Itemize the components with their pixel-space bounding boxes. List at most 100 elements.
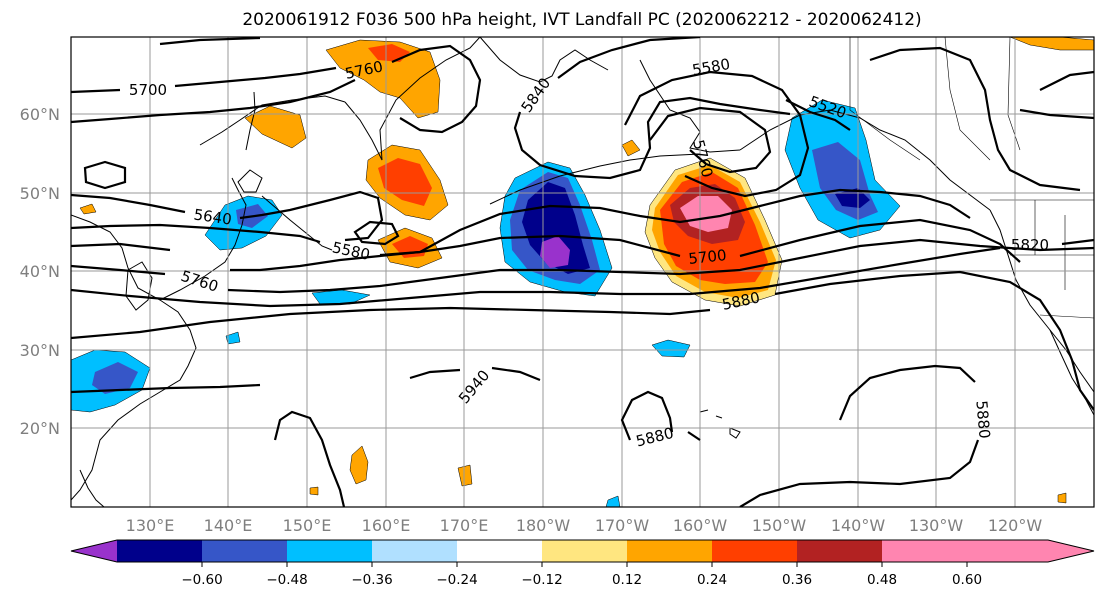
lon-label-160e: 160°E: [362, 516, 411, 535]
ivt-positive-okhotsk: [325, 39, 441, 119]
ivt-positive-arctic: [1009, 37, 1094, 51]
coast-hawaii: [699, 409, 741, 439]
lat-label-30n: 30°N: [20, 341, 60, 360]
latitude-labels: 60°N 50°N 40°N 30°N 20°N: [20, 105, 60, 438]
contour-5520-low: [649, 99, 851, 174]
ivt-negative-date-line-max: [540, 236, 570, 268]
contour-5880-low: [620, 390, 701, 441]
lat-label-40n: 40°N: [20, 262, 60, 281]
colorbar-label-7: 0.24: [697, 572, 727, 588]
ivt-positive-tropics-b: [457, 464, 473, 487]
coast-okhotsk: [199, 95, 346, 146]
contour-5940: [71, 366, 541, 394]
contour-north-arc: [159, 37, 1094, 192]
boundary-us-mexico: [1039, 314, 1094, 319]
contour-5760-mid: [71, 238, 1094, 294]
coast-alaska-west: [639, 59, 741, 153]
boundary-alaska-canada: [849, 37, 921, 161]
contour-label-6: 5640: [193, 205, 233, 228]
ivt-positive-tropics-c: [309, 486, 319, 496]
height-contours: [71, 37, 1094, 507]
colorbar-segment-10: [882, 540, 1094, 562]
lon-label-170e: 170°E: [440, 516, 489, 535]
colorbar-segment-4: [372, 540, 457, 562]
lon-label-150e: 150°E: [283, 516, 332, 535]
contour-label-14: 5880: [972, 400, 993, 440]
ivt-positive-tropics-d: [1057, 492, 1067, 504]
map-frame: [70, 36, 1095, 508]
ivt-negative-cell-a: [225, 331, 241, 345]
coast-siberia-east: [479, 37, 609, 83]
colorbar-label-9: 0.48: [867, 572, 897, 588]
coast-japan: [159, 177, 247, 301]
lon-label-160w: 160°W: [673, 516, 728, 535]
colorbar-label-2: −0.48: [266, 572, 307, 588]
colorbar-segment-7: [627, 540, 712, 562]
coast-alaska-south: [739, 109, 991, 211]
coast-kuril-kamchatka: [261, 195, 333, 251]
colorbar: −0.60 −0.48 −0.36 −0.24 −0.12 0.12 0.24 …: [70, 539, 1095, 588]
ivt-negative-date-line-core: [522, 182, 590, 274]
contour-5640: [71, 190, 384, 242]
lon-label-120w: 120°W: [988, 516, 1043, 535]
contour-label-1: 5700: [129, 81, 167, 99]
ivt-positive-tropics-e: [79, 203, 97, 215]
contour-5580-west: [71, 188, 971, 257]
colorbar-label-8: 0.36: [782, 572, 812, 588]
contour-5640-cut: [83, 160, 127, 190]
boundary-canada-prov: [944, 37, 1021, 161]
colorbar-segment-9: [797, 540, 882, 562]
colorbar-label-5: −0.12: [521, 572, 562, 588]
coast-asia-mainland: [71, 214, 197, 501]
lon-label-130e: 130°E: [126, 516, 175, 535]
figure-title: 2020061912 F036 500 hPa height, IVT Land…: [242, 10, 921, 30]
colorbar-label-3: −0.36: [351, 572, 392, 588]
colorbar-label-4: −0.24: [436, 572, 477, 588]
coast-sakhalin: [245, 91, 256, 151]
lat-label-60n: 60°N: [20, 105, 60, 124]
lat-label-50n: 50°N: [20, 184, 60, 203]
ivt-positive-okhotsk-core: [368, 44, 410, 62]
ivt-negative-cell-c: [605, 495, 621, 507]
colorbar-ticks: [201, 562, 968, 567]
ivt-negative-cell-b: [651, 339, 691, 358]
coast-baja: [1049, 329, 1094, 416]
map-panel: 5700 5760 5840 5580 5520 5640 5580 5760 …: [70, 36, 1095, 508]
ivt-positive-bering: [621, 139, 641, 157]
contour-5700-north: [71, 66, 337, 94]
contour-5880-south: [739, 364, 980, 507]
lon-label-180w: 180°W: [516, 516, 571, 535]
ivt-negative-subtropics-core: [92, 362, 138, 394]
colorbar-segment-1: [117, 540, 202, 562]
ivt-positive-tropics-a: [349, 445, 369, 485]
coast-aleutians: [489, 153, 701, 205]
colorbar-label-1: −0.60: [181, 572, 222, 588]
coast-na-west: [989, 209, 1094, 393]
ivt-positive-kuroshio-core: [378, 158, 432, 206]
colorbar-segment-0: [71, 540, 117, 562]
lon-label-140w: 140°W: [831, 516, 886, 535]
coast-taiwan-phil: [79, 469, 105, 507]
contour-5760-north: [71, 44, 482, 134]
colorbar-segment-3: [287, 540, 372, 562]
longitude-labels: 130°E 140°E 150°E 160°E 170°E 180°W 170°…: [126, 516, 1043, 535]
lon-label-170w: 170°W: [595, 516, 650, 535]
colorbar-label-6: 0.12: [612, 572, 642, 588]
contour-5820: [71, 238, 1094, 308]
ivt-positive-central-pacific-max: [680, 196, 732, 232]
colorbar-segment-6: [542, 540, 627, 562]
contour-5880-mid: [71, 270, 1094, 411]
contour-5580-low: [624, 70, 810, 198]
coast-hokkaido: [237, 169, 263, 193]
lat-label-20n: 20°N: [20, 419, 60, 438]
contour-5640-closed: [353, 220, 400, 246]
colorbar-label-10: 0.60: [952, 572, 982, 588]
colorbar-segment-8: [712, 540, 797, 562]
contour-5700-mid: [71, 218, 1021, 272]
contour-5880-tropics: [273, 410, 346, 507]
boundaries: [849, 37, 1094, 319]
colorbar-segment-2: [202, 540, 287, 562]
lon-label-150w: 150°W: [752, 516, 807, 535]
coast-kamchatka: [344, 37, 481, 161]
